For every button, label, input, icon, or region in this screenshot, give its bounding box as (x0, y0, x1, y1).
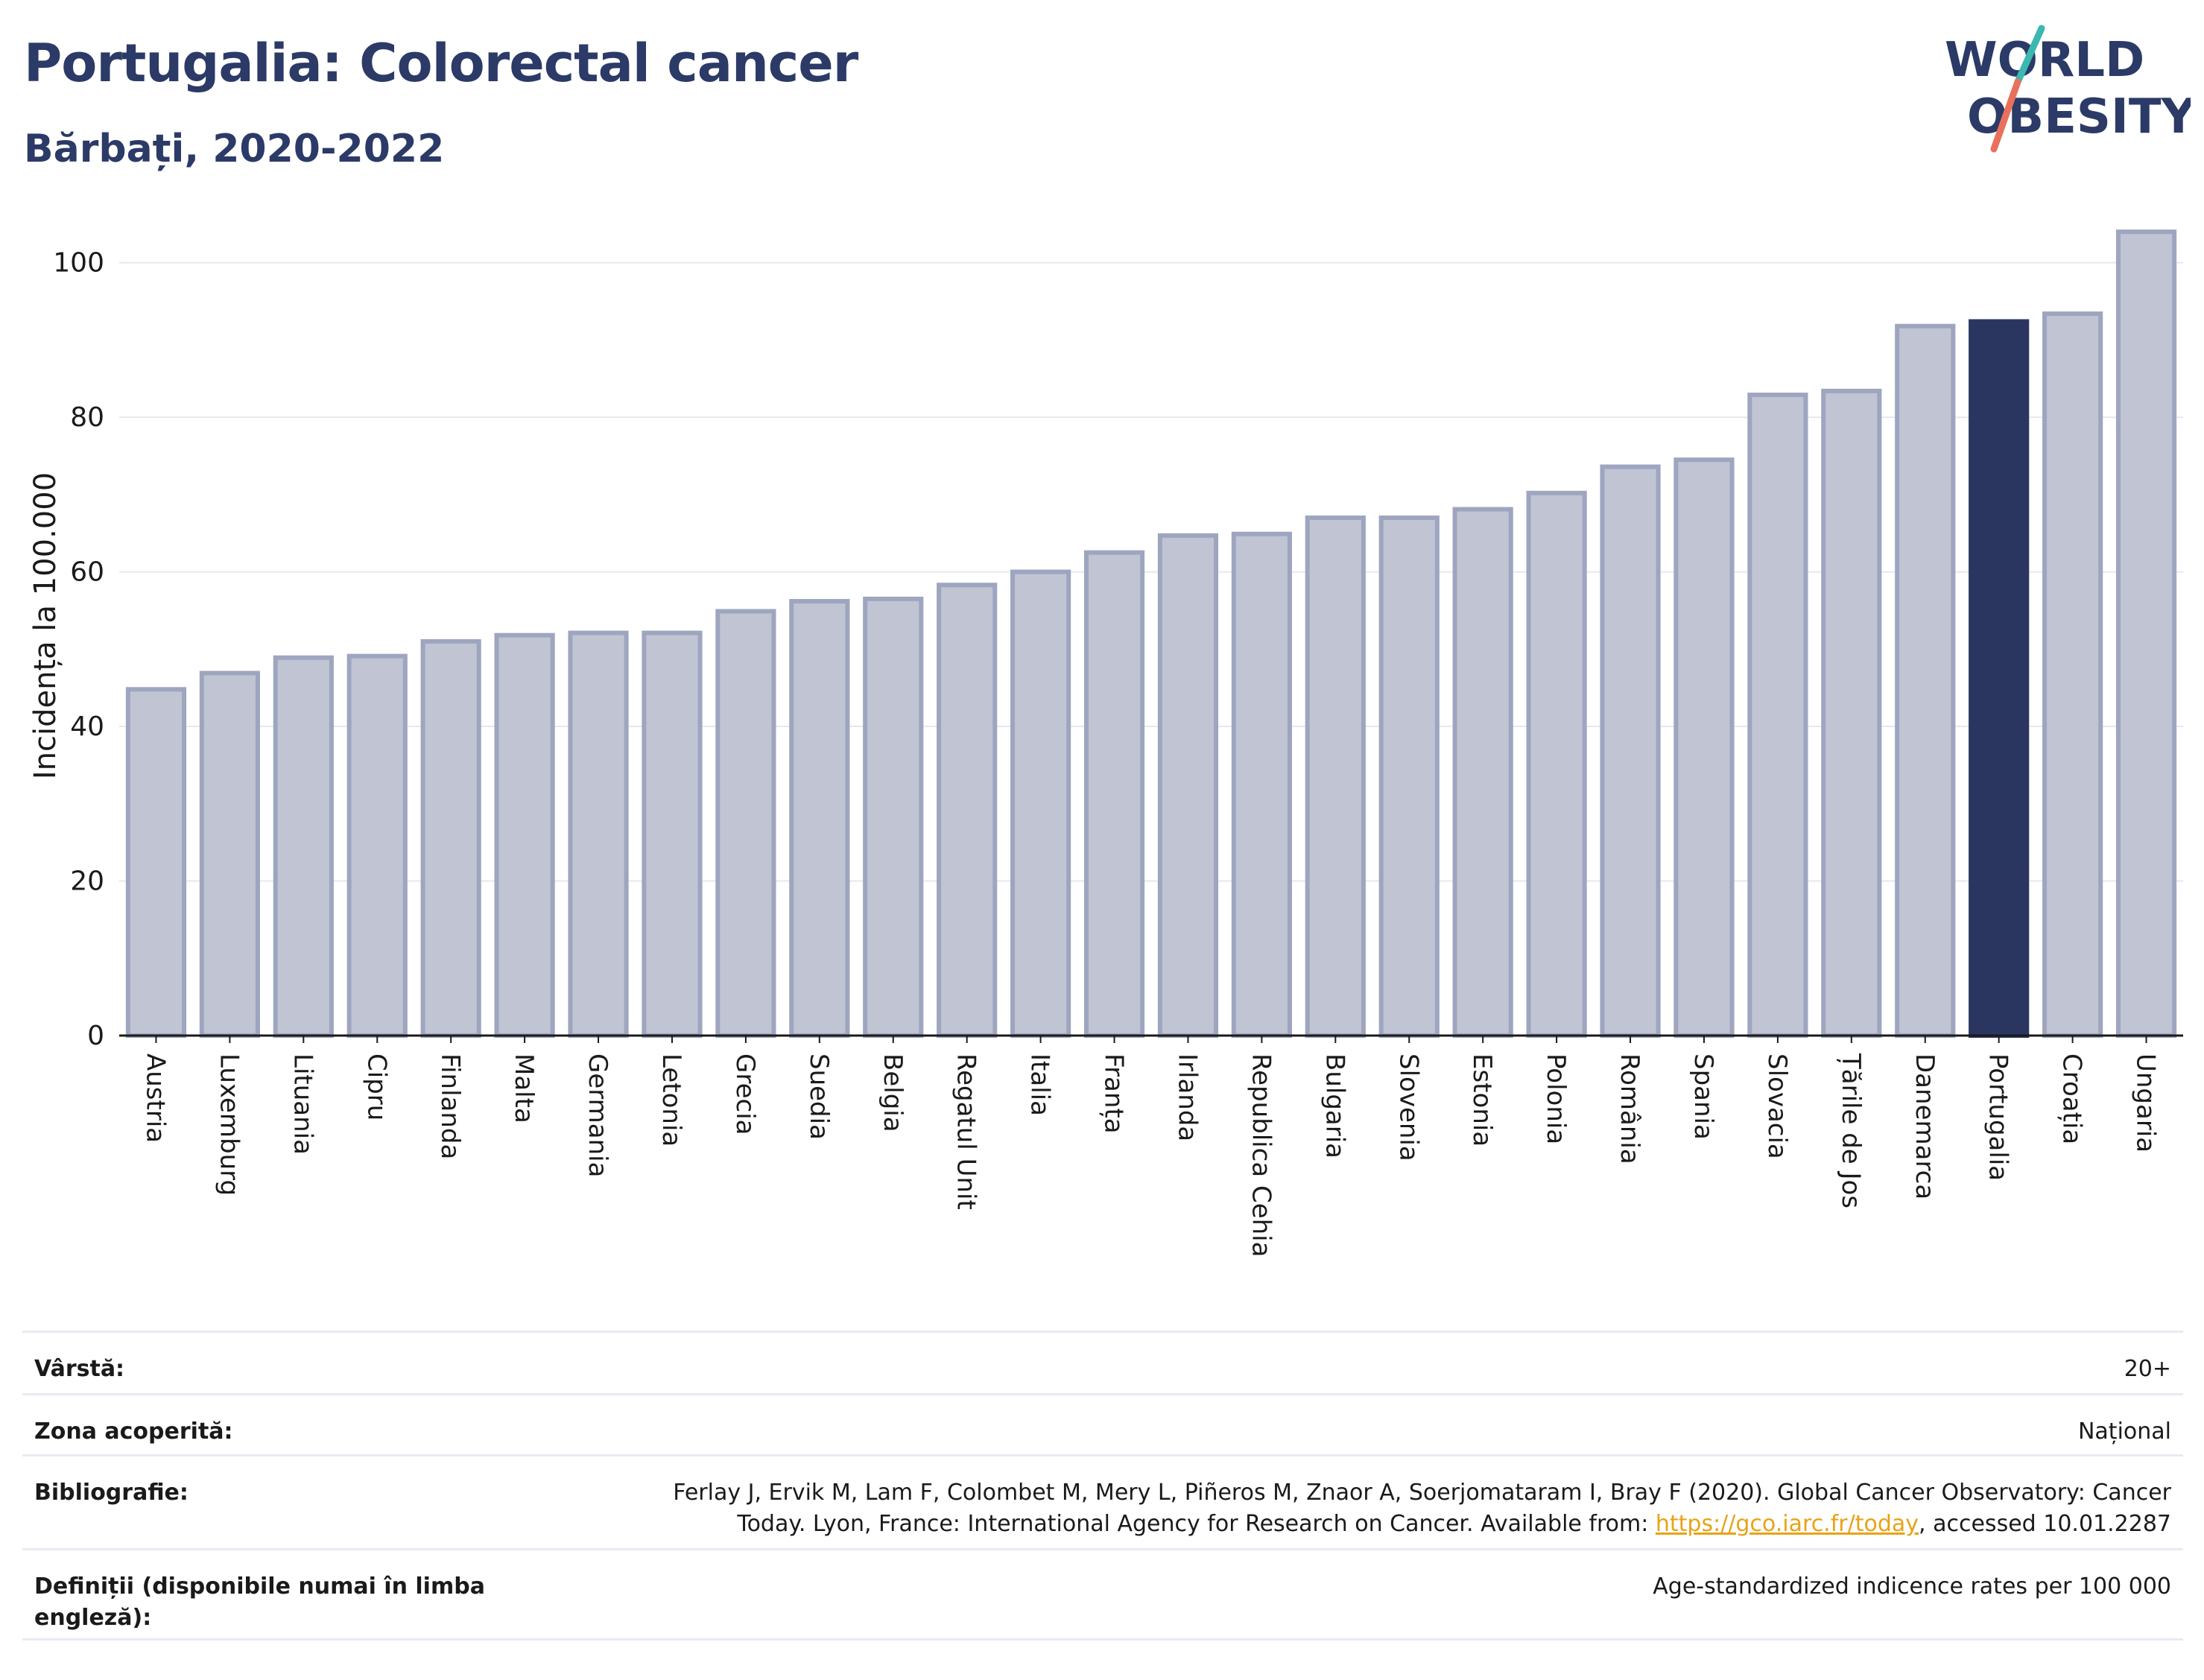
bar (346, 653, 408, 1038)
x-tick-label: Suedia (804, 1053, 834, 1140)
bibliography-line-2-text: Today. Lyon, France: International Agenc… (737, 1511, 1656, 1537)
meta-row-bibliography: Bibliografie: Ferlay J, Ervik M, Lam F, … (22, 1454, 2183, 1548)
x-tick-label: Lituania (288, 1053, 317, 1155)
x-tick-label: Grecia (730, 1053, 760, 1135)
meta-key-age: Vârstă: (34, 1356, 125, 1382)
x-tick-label: Luxemburg (214, 1053, 244, 1196)
bar (1083, 550, 1145, 1038)
metadata-table: Vârstă: 20+ Zona acoperită: Național Bib… (22, 1331, 2183, 1641)
x-tick-label: Malta (509, 1053, 539, 1123)
meta-row-age: Vârstă: 20+ (22, 1331, 2183, 1393)
meta-key-definitions: Definiții (disponibile numai în limba en… (34, 1573, 485, 1631)
x-tick-label: Franța (1099, 1053, 1129, 1134)
bar (642, 630, 703, 1038)
x-tick-label: Danemarca (1910, 1053, 1939, 1199)
bar (863, 596, 924, 1038)
logo-slash-bottom (1990, 78, 2021, 153)
world-obesity-logo: WORLD OBESITY (1945, 25, 2191, 153)
meta-value-age: 20+ (2124, 1356, 2171, 1382)
bar (1600, 464, 1661, 1038)
bar-chart: 0 20 40 60 80 100 Austria Luxemburg Lituania Cipr… (28, 229, 2183, 1258)
x-tick-label: Republica Cehia (1246, 1053, 1276, 1257)
x-tick-label: Austria (140, 1053, 170, 1143)
x-tick-label: Irlanda (1172, 1053, 1202, 1141)
bar (1821, 388, 1882, 1038)
x-tick-label: Spania (1688, 1053, 1718, 1140)
bar (715, 609, 776, 1038)
bar (199, 671, 260, 1038)
x-tick-label: Letonia (656, 1053, 686, 1147)
bar (568, 630, 629, 1038)
x-tick-label: Țările de Jos (1836, 1053, 1866, 1208)
x-tick-label: Cipru (361, 1053, 391, 1120)
x-tick-label: Italia (1025, 1053, 1055, 1116)
bar (1157, 533, 1219, 1038)
y-tick-label: 0 (87, 1021, 104, 1051)
y-tick-label: 100 (53, 248, 104, 279)
bar (937, 583, 998, 1038)
meta-key-coverage: Zona acoperită: (34, 1419, 233, 1445)
bar (1673, 457, 1735, 1038)
bar (1747, 393, 1808, 1038)
meta-value-definitions: Age-standardized indicence rates per 100… (1653, 1573, 2171, 1600)
page-subtitle: Bărbați, 2020-2022 (24, 127, 445, 171)
x-tick-label: Regatul Unit (951, 1053, 981, 1210)
bar (789, 598, 850, 1038)
bar (494, 633, 555, 1038)
bar (2042, 311, 2103, 1038)
meta-value-bibliography: Ferlay J, Ervik M, Lam F, Colombet M, Me… (673, 1477, 2171, 1540)
x-tick-label: Germania (583, 1053, 612, 1177)
y-axis-label: Incidența la 100.000 (28, 472, 63, 779)
meta-key-bibliography: Bibliografie: (34, 1480, 189, 1506)
bibliography-line-2: Today. Lyon, France: International Agenc… (673, 1509, 2171, 1540)
bar (1526, 490, 1587, 1038)
logo-text-world: WORLD (1945, 33, 2144, 88)
bar (420, 638, 481, 1038)
x-tick-label: Slovacia (1762, 1053, 1792, 1159)
page-title: Portugalia: Colorectal cancer (24, 33, 858, 94)
bar (1231, 531, 1292, 1038)
bar (273, 655, 334, 1038)
x-tick-label: România (1615, 1053, 1644, 1164)
x-tick-label: Ungaria (2131, 1053, 2161, 1153)
y-tick-label: 40 (70, 711, 104, 742)
bar (1378, 515, 1440, 1038)
logo-slash-top (2014, 25, 2045, 86)
source-link[interactable]: https://gco.iarc.fr/today (1655, 1511, 1919, 1537)
meta-row-definitions: Definiții (disponibile numai în limba en… (22, 1548, 2183, 1641)
bar (1010, 569, 1071, 1038)
bar (125, 687, 187, 1038)
x-tick-label: Estonia (1467, 1053, 1497, 1147)
meta-value-coverage: Național (2077, 1419, 2171, 1445)
y-tick-label: 60 (70, 557, 104, 588)
bibliography-line-1: Ferlay J, Ervik M, Lam F, Colombet M, Me… (673, 1480, 2171, 1506)
x-tick-label: Portugalia (1983, 1053, 2013, 1181)
bar (1895, 323, 1956, 1038)
bars (125, 229, 2177, 1039)
bar (1305, 515, 1366, 1038)
x-tick-label: Croația (2057, 1053, 2087, 1144)
y-tick-label: 80 (70, 402, 104, 433)
x-tick-label: Polonia (1541, 1053, 1571, 1144)
bar (1452, 507, 1513, 1038)
bar-highlight (1969, 319, 2030, 1038)
labels: 0 20 40 60 80 100 Austria Luxemburg Lituania Cipr… (53, 248, 2160, 1258)
bar (2115, 229, 2177, 1039)
x-tick-label: Bulgaria (1320, 1053, 1349, 1158)
x-tick-label: Slovenia (1393, 1053, 1423, 1161)
y-tick-label: 20 (70, 866, 104, 897)
x-tick-label: Belgia (878, 1053, 908, 1132)
meta-row-coverage: Zona acoperită: Național (22, 1393, 2183, 1454)
x-tick-label: Finlanda (435, 1053, 465, 1159)
bibliography-accessed: , accessed 10.01.2287 (1919, 1511, 2171, 1537)
axes (119, 1034, 2183, 1043)
